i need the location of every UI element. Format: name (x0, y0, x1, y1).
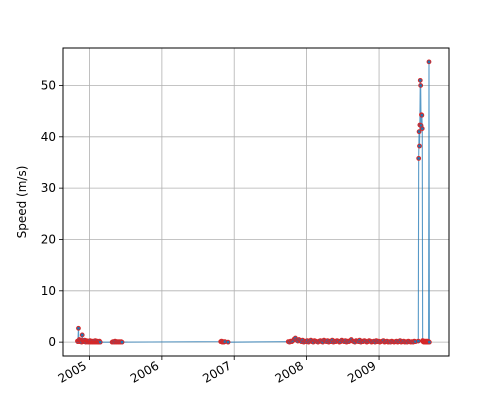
data-point (119, 339, 125, 345)
data-point (416, 155, 422, 161)
data-point (225, 339, 231, 345)
data-point (426, 59, 432, 65)
data-point (426, 339, 432, 345)
data-point (418, 83, 424, 88)
y-tick-label: 10 (41, 284, 56, 298)
data-point (416, 129, 422, 135)
y-axis-ticks: 0 10 20 30 40 50 (41, 78, 63, 349)
data-point (417, 143, 422, 149)
data-point (419, 112, 425, 118)
y-tick-label: 40 (41, 130, 56, 144)
y-axis-label: Speed (m/s) (15, 166, 29, 239)
y-tick-label: 20 (41, 232, 56, 246)
data-point (417, 77, 423, 83)
data-point (79, 332, 85, 338)
y-tick-label: 0 (48, 335, 56, 349)
data-point (419, 126, 425, 131)
grid-lines (63, 48, 449, 356)
plot-area (63, 48, 449, 356)
plot-frame (62, 47, 450, 357)
data-point (97, 339, 103, 345)
y-tick-label: 50 (41, 78, 56, 92)
data-point (76, 325, 81, 331)
data-point (415, 338, 421, 344)
y-tick-label: 30 (41, 181, 56, 195)
marker-layer (75, 59, 432, 345)
